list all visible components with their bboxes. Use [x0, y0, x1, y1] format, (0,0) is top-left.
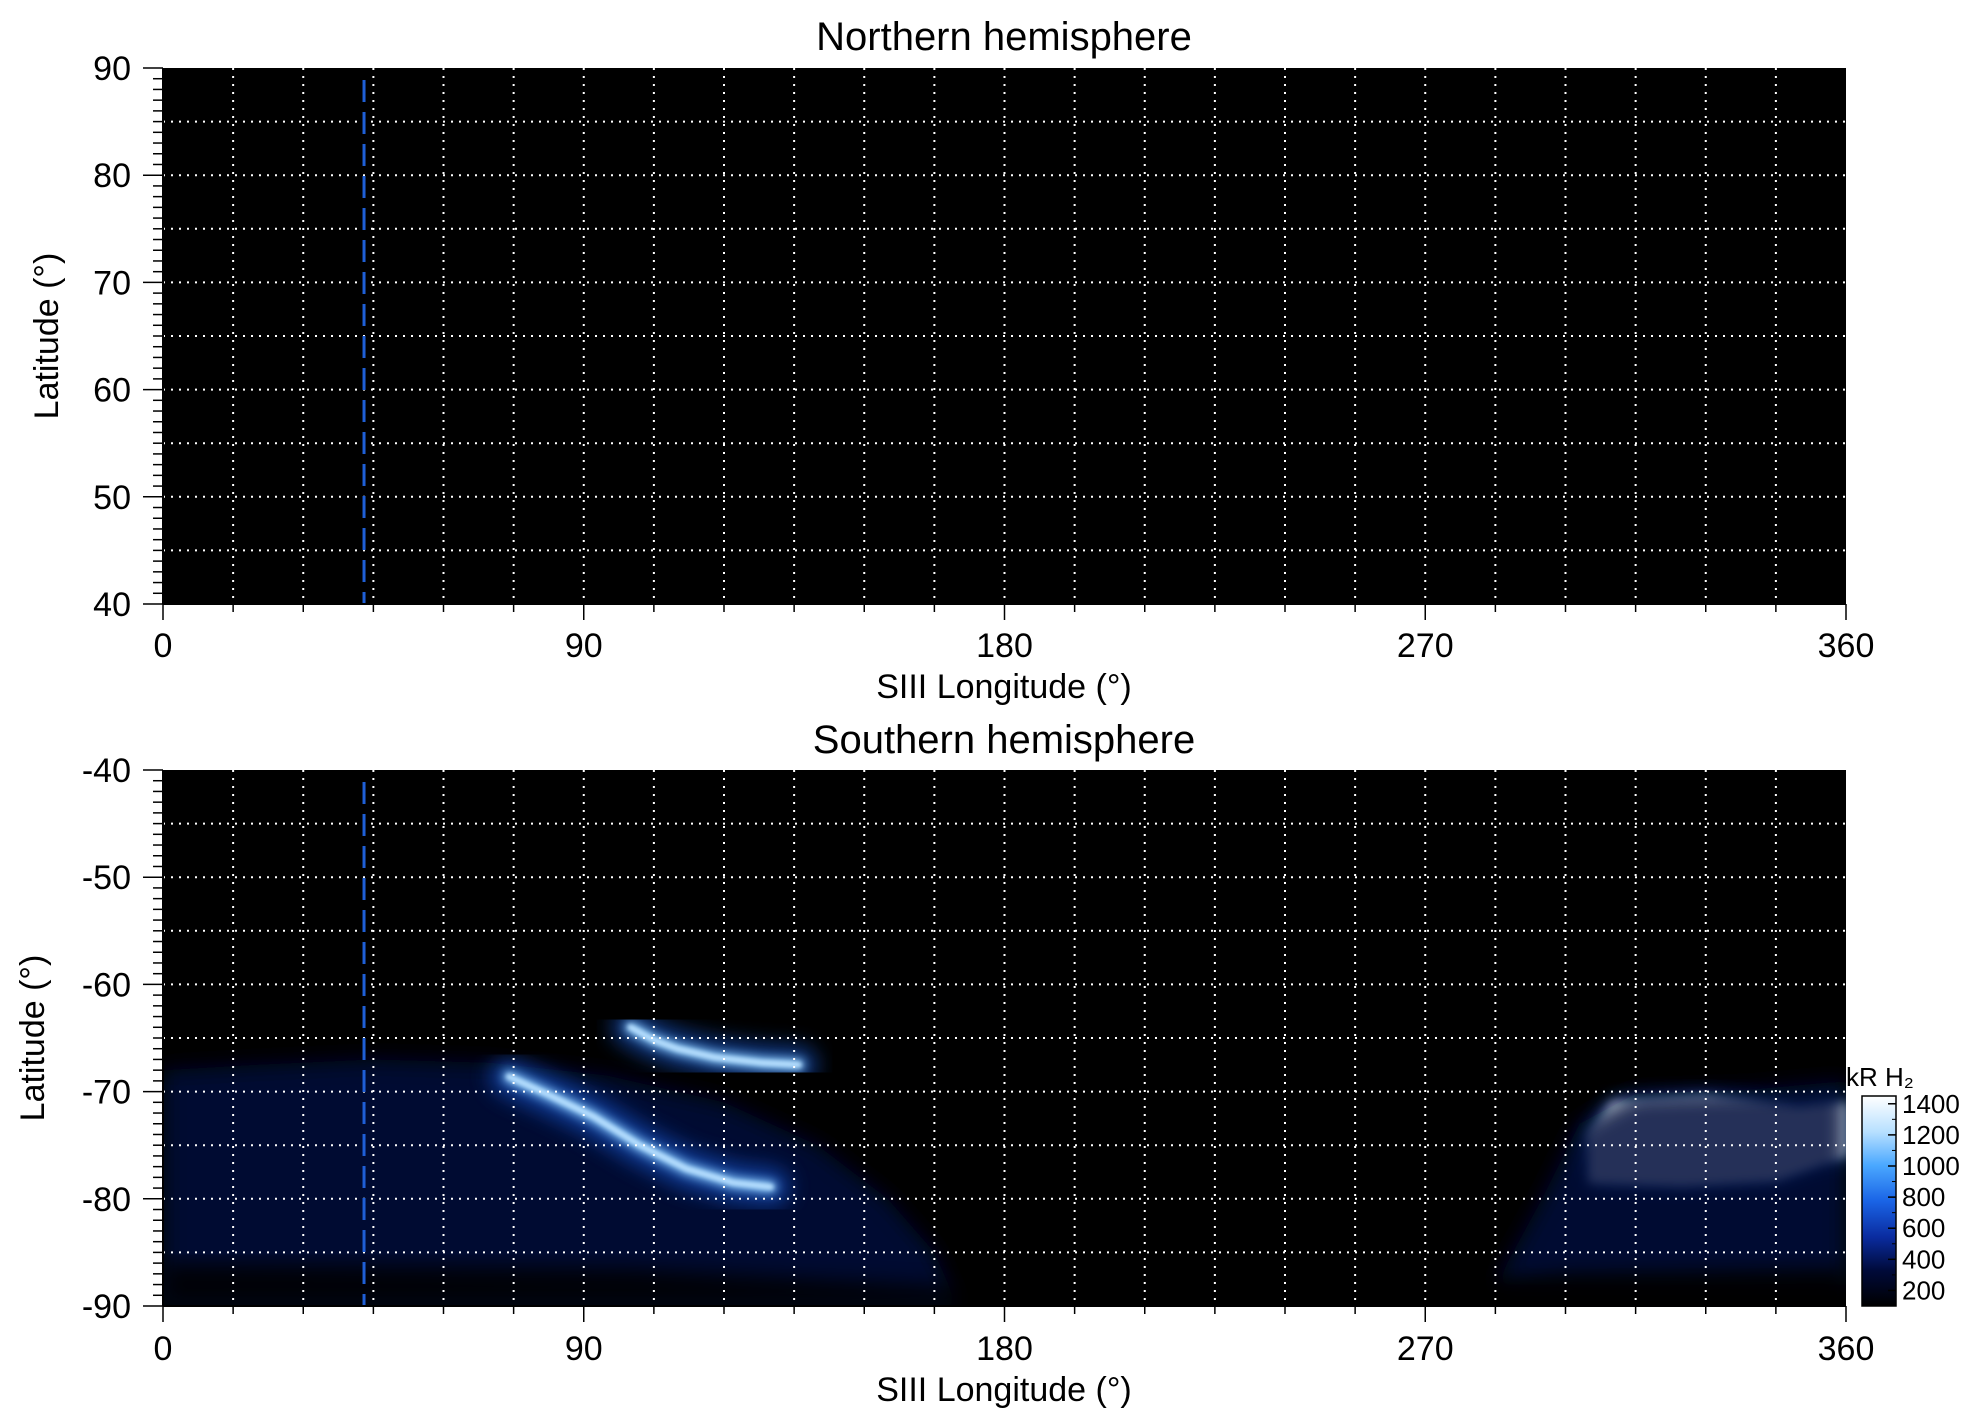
colorbar-tick-label: 200 — [1902, 1275, 1945, 1305]
north-x-axis-label: SIII Longitude (°) — [876, 668, 1132, 706]
north-x-tick-labels: 0 90 180 270 360 — [154, 627, 1875, 665]
south-y-tick-labels: -90 -80 -70 -60 -50 -40 — [82, 752, 131, 1326]
north-y-tick-labels: 40 50 60 70 80 90 — [93, 50, 131, 624]
colorbar-tick-label: 1200 — [1902, 1120, 1960, 1150]
y-tick-label: -60 — [82, 966, 131, 1004]
south-emission-features — [163, 1008, 1846, 1306]
y-tick-label: -50 — [82, 859, 131, 897]
colorbar-tick-label: 1400 — [1902, 1089, 1960, 1119]
x-tick-label: 180 — [976, 1330, 1033, 1368]
south-x-tick-labels: 0 90 180 270 360 — [154, 1330, 1875, 1368]
colorbar-tick-label: 400 — [1902, 1244, 1945, 1274]
y-tick-label: 50 — [93, 479, 131, 517]
colorbar-tick-label: 1000 — [1902, 1151, 1960, 1181]
colorbar-gradient — [1861, 1095, 1897, 1307]
colorbar-unit-label: kR H₂ — [1846, 1062, 1914, 1092]
y-tick-label: 80 — [93, 157, 131, 195]
colorbar-tick-label: 800 — [1902, 1182, 1945, 1212]
feature-main-arc-upper — [627, 1024, 802, 1068]
feature-main-arc-lower — [505, 1073, 774, 1190]
y-tick-label: 60 — [93, 372, 131, 410]
y-tick-label: -40 — [82, 752, 131, 790]
y-tick-label: 90 — [93, 50, 131, 88]
north-panel: Northern hemisphere 0 90 180 270 360 40 50 60 7… — [28, 15, 1874, 706]
x-tick-label: 270 — [1397, 627, 1454, 665]
south-axes — [143, 769, 1847, 1322]
y-tick-label: -90 — [82, 1288, 131, 1326]
south-title: Southern hemisphere — [813, 718, 1195, 762]
x-tick-label: 90 — [565, 1330, 603, 1368]
south-grid — [163, 770, 1846, 1306]
south-panel: Southern hemisphere 0 90 180 270 360 -90-80-… — [14, 718, 1960, 1409]
x-tick-label: 0 — [154, 1330, 173, 1368]
feature-polar-band — [163, 1263, 1846, 1306]
feature-dusk-diffuse-region — [1495, 1080, 1846, 1285]
x-tick-label: 180 — [976, 627, 1033, 665]
y-tick-label: 40 — [93, 586, 131, 624]
y-tick-label: -80 — [82, 1181, 131, 1219]
x-tick-label: 0 — [154, 627, 173, 665]
feature-diffuse-dawn-emission — [163, 1059, 958, 1306]
south-x-axis-label: SIII Longitude (°) — [876, 1371, 1132, 1409]
north-title: Northern hemisphere — [816, 15, 1192, 59]
south-y-axis-label: Latitude (°) — [14, 955, 52, 1122]
y-tick-label: -70 — [82, 1074, 131, 1112]
x-tick-label: 360 — [1818, 1330, 1875, 1368]
y-tick-label: 70 — [93, 264, 131, 302]
x-tick-label: 270 — [1397, 1330, 1454, 1368]
north-y-axis-label: Latitude (°) — [28, 253, 66, 420]
north-axes — [143, 67, 1847, 620]
colorbar-tick-label: 600 — [1902, 1213, 1945, 1243]
x-tick-label: 90 — [565, 627, 603, 665]
north-grid — [163, 68, 1846, 604]
x-tick-label: 360 — [1818, 627, 1875, 665]
